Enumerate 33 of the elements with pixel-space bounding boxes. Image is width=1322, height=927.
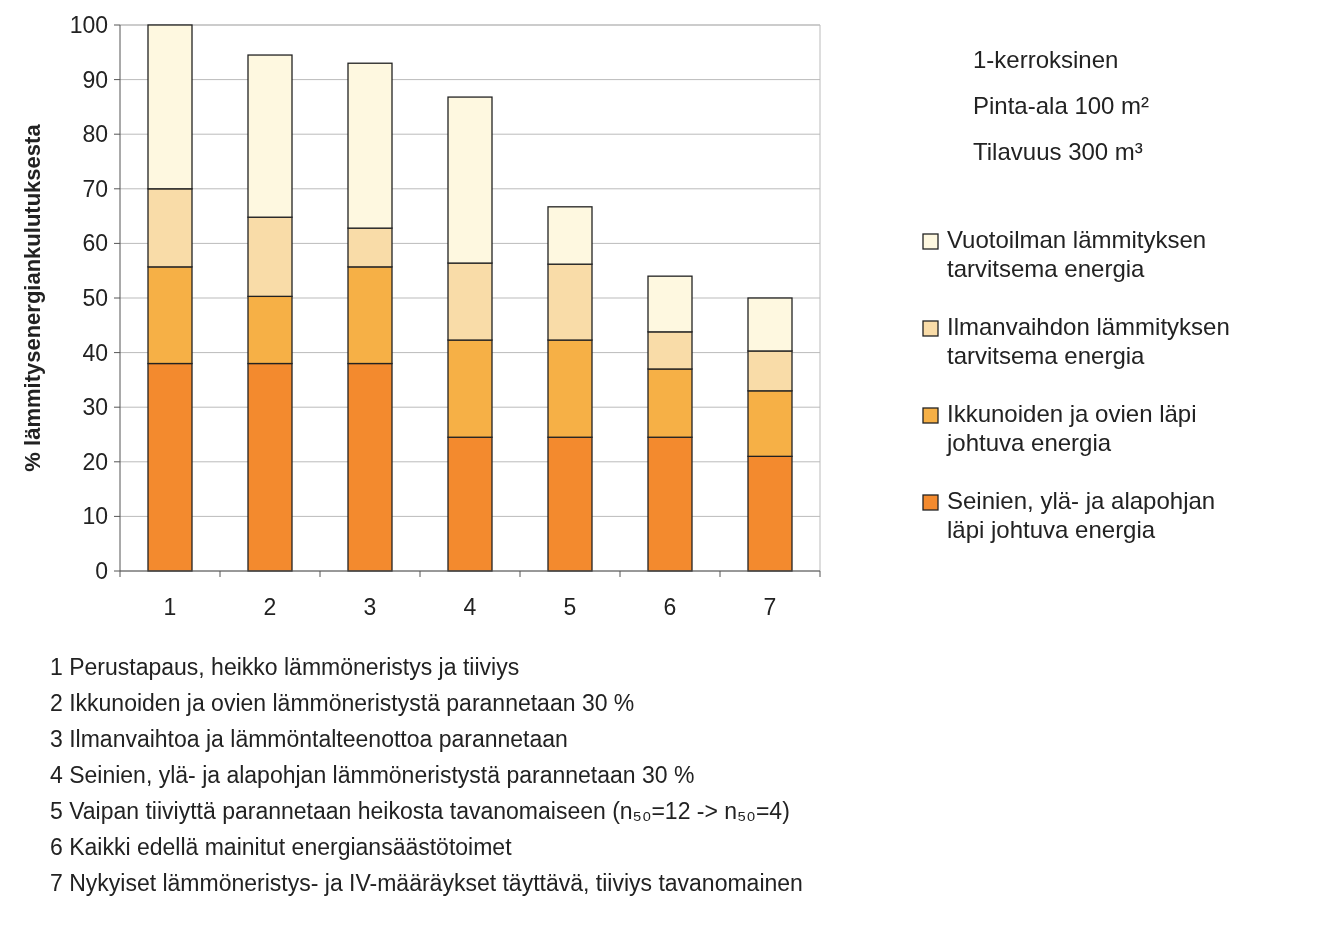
x-tick-label: 5 xyxy=(563,594,577,620)
text: Pinta-ala 100 m² xyxy=(973,92,1150,119)
legend-label: Seinien, ylä- ja alapohjan läpi johtuva energia xyxy=(947,487,1216,543)
x-tick-label: 2 xyxy=(263,594,277,620)
y-tick-label: 100 xyxy=(69,12,108,39)
text: Tilavuus 300 m³ xyxy=(973,138,1143,165)
y-tick-label: 10 xyxy=(82,503,108,530)
y-tick-label: 70 xyxy=(82,175,108,202)
legend-label: Ilmanvaihdon lämmityksen tarvitsema energia xyxy=(947,313,1230,369)
y-tick-label: 30 xyxy=(82,394,108,421)
y-tick-label: 50 xyxy=(82,285,108,312)
y-tick-label: 60 xyxy=(82,230,108,257)
y-tick-label: 40 xyxy=(82,339,108,366)
x-tick-label: 4 xyxy=(463,594,477,620)
text: 3 Ilmanvaihtoa ja lämmöntalteenottoa parannetaan xyxy=(50,726,568,752)
y-tick-label: 90 xyxy=(82,66,108,93)
x-tick-label: 7 xyxy=(763,594,777,620)
y-axis-title: % lämmitysenergiankulutuksesta xyxy=(20,123,45,472)
x-tick-label: 3 xyxy=(363,594,377,620)
legend-label: Ikkunoiden ja ovien läpi johtuva energia xyxy=(946,400,1197,456)
text: 1-kerroksinen xyxy=(973,46,1119,73)
legend-label: Vuotoilman lämmityksen tarvitsema energia xyxy=(947,226,1207,282)
text: 7 Nykyiset lämmöneristys- ja IV-määräykset täyttävä, tiiviys tavanomainen xyxy=(50,870,803,896)
text: 1 Perustapaus, heikko lämmöneristys ja tiiviys xyxy=(50,654,520,680)
y-tick-label: 0 xyxy=(95,558,108,585)
text: 2 Ikkunoiden ja ovien lämmöneristystä parannetaan 30 % xyxy=(50,690,635,716)
x-tick-label: 1 xyxy=(163,594,177,620)
text: 6 Kaikki edellä mainitut energiansäästötoimet xyxy=(50,834,513,860)
x-tick-label: 6 xyxy=(663,594,677,620)
y-tick-label: 80 xyxy=(82,121,108,148)
y-tick-label: 20 xyxy=(82,448,108,475)
text: 5 Vaipan tiiviyttä parannetaan heikosta tavanomaiseen (n₅₀=12 -> n₅₀=4) xyxy=(50,798,790,824)
text: 4 Seinien, ylä- ja alapohjan lämmöneristystä parannetaan 30 % xyxy=(50,762,695,788)
